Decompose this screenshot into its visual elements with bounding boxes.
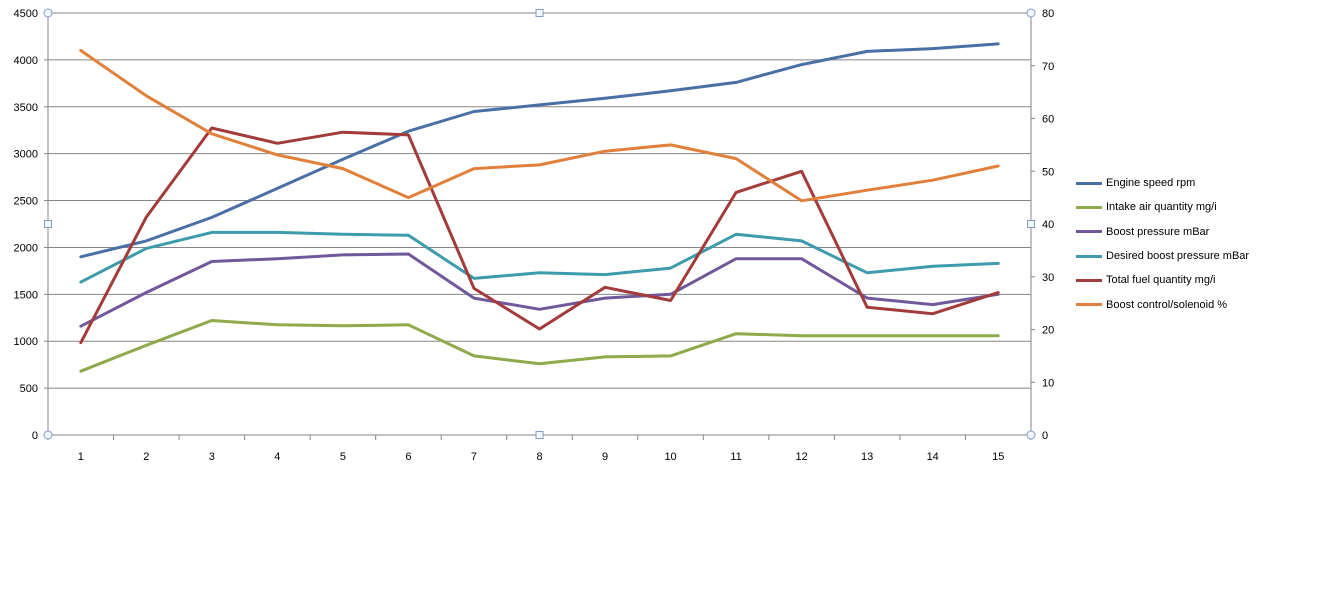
legend-label: Boost control/solenoid % [1106, 298, 1228, 311]
legend-item: Intake air quantity mg/i [1076, 195, 1249, 219]
x-tick-label: 4 [274, 451, 280, 463]
gridlines [48, 12, 1031, 436]
right-tick-label: 0 [1042, 430, 1048, 442]
edge-resize-handle[interactable] [535, 431, 544, 439]
legend-label: Desired boost pressure mBar [1106, 250, 1250, 263]
right-tick-label: 50 [1042, 166, 1054, 178]
left-tick-label: 2000 [14, 242, 38, 254]
legend-swatch [1076, 254, 1102, 258]
x-tick-label: 10 [664, 451, 676, 463]
x-tick-label: 3 [209, 451, 215, 463]
legend-swatch [1076, 303, 1102, 307]
left-tick-label: 0 [32, 430, 38, 442]
right-tick-label: 60 [1042, 114, 1054, 126]
x-axis-ticks: 1 2 3 4 5 6 7 8 9 10 11 12 13 14 15 [47, 435, 1032, 463]
series-line-6 [79, 49, 1000, 203]
legend-item: Boost control/solenoid % [1076, 292, 1249, 316]
legend-label: Intake air quantity mg/i [1106, 201, 1217, 214]
corner-resize-handle[interactable] [43, 430, 53, 440]
right-tick-label: 80 [1042, 8, 1054, 20]
series-line-4 [79, 230, 1000, 284]
legend-swatch [1076, 230, 1102, 234]
legend-label: Total fuel quantity mg/i [1106, 274, 1216, 287]
left-tick-label: 1500 [14, 289, 38, 301]
x-tick-label: 14 [927, 451, 939, 463]
right-tick-label: 30 [1042, 272, 1054, 284]
legend-item: Total fuel quantity mg/i [1076, 268, 1249, 292]
right-tick-label: 20 [1042, 325, 1054, 337]
legend-label: Engine speed rpm [1106, 177, 1196, 190]
x-tick-label: 6 [405, 451, 411, 463]
x-tick-label: 8 [536, 451, 542, 463]
corner-resize-handle[interactable] [43, 8, 53, 18]
left-tick-label: 4000 [14, 55, 38, 67]
series-line-5 [79, 126, 1000, 345]
corner-resize-handle[interactable] [1026, 8, 1036, 18]
edge-resize-handle[interactable] [535, 9, 544, 17]
legend-item: Desired boost pressure mBar [1076, 244, 1249, 268]
x-tick-label: 12 [796, 451, 808, 463]
legend-item: Engine speed rpm [1076, 171, 1249, 195]
left-tick-label: 500 [20, 383, 38, 395]
x-tick-label: 9 [602, 451, 608, 463]
left-tick-label: 2500 [14, 196, 38, 208]
x-tick-label: 13 [861, 451, 873, 463]
left-tick-label: 4500 [14, 8, 38, 20]
legend-swatch [1076, 278, 1102, 282]
edge-resize-handle[interactable] [44, 220, 52, 228]
selection-handles[interactable] [43, 8, 1036, 440]
right-tick-label: 40 [1042, 219, 1054, 231]
x-tick-label: 2 [143, 451, 149, 463]
series-line-3 [79, 252, 1000, 328]
x-tick-label: 5 [340, 451, 346, 463]
right-tick-label: 10 [1042, 377, 1054, 389]
legend-item: Boost pressure mBar [1076, 220, 1249, 244]
legend-swatch [1076, 181, 1102, 185]
legend-label: Boost pressure mBar [1106, 225, 1210, 238]
legend: Engine speed rpm Intake air quantity mg/i… [1076, 171, 1249, 317]
x-tick-label: 15 [992, 451, 1004, 463]
x-tick-label: 11 [730, 451, 741, 463]
x-tick-label: 1 [78, 451, 84, 463]
left-tick-label: 1000 [14, 336, 38, 348]
edge-resize-handle[interactable] [1027, 220, 1035, 228]
series-lines [79, 42, 1000, 373]
left-tick-label: 3500 [14, 102, 38, 114]
right-tick-label: 70 [1042, 61, 1054, 73]
series-line-2 [79, 319, 1000, 373]
right-axis-ticks: 0 10 20 30 40 50 60 70 80 [1031, 8, 1054, 442]
legend-swatch [1076, 205, 1102, 209]
corner-resize-handle[interactable] [1026, 430, 1036, 440]
x-tick-label: 7 [471, 451, 477, 463]
left-axis-ticks: 0 500 1000 1500 2000 2500 3000 3500 4000 4500 [14, 8, 48, 442]
series-line-1 [79, 42, 1000, 259]
left-tick-label: 3000 [14, 149, 38, 161]
